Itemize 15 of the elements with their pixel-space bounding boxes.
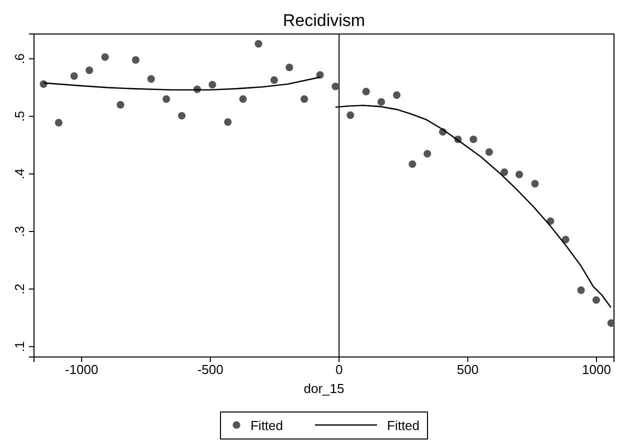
x-tick-label: 0 bbox=[335, 362, 343, 378]
y-tick-label: .6 bbox=[12, 53, 27, 64]
x-tick-label: 500 bbox=[456, 362, 479, 378]
legend-label: Fitted bbox=[250, 418, 283, 433]
y-tick-label: .3 bbox=[12, 226, 27, 237]
chart-title: Recidivism bbox=[282, 11, 366, 30]
x-tick-label: -1000 bbox=[65, 362, 98, 378]
y-tick-label: .1 bbox=[12, 341, 27, 352]
x-tick-label: 1000 bbox=[582, 362, 611, 378]
x-tick-label: -500 bbox=[197, 362, 224, 378]
y-tick-label: .2 bbox=[12, 284, 27, 294]
legend-label: Fitted bbox=[387, 418, 420, 433]
x-axis-title: dor_15 bbox=[304, 381, 344, 396]
y-tick-label: .4 bbox=[12, 168, 27, 180]
y-tick-label: .5 bbox=[12, 110, 27, 122]
